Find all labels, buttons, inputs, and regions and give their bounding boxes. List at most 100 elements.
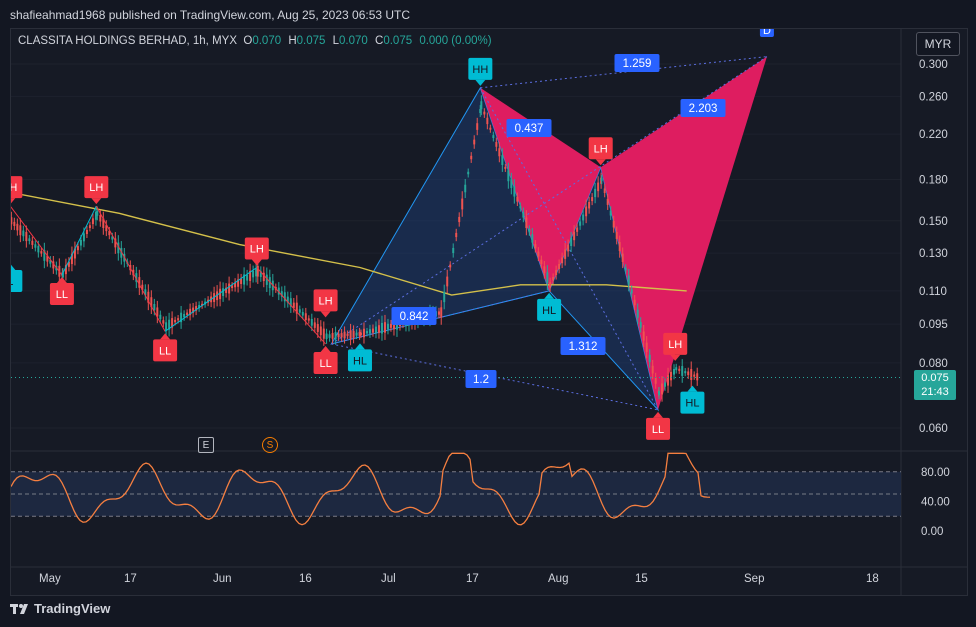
candle-body — [156, 307, 159, 317]
ratio-label-text: 0.842 — [400, 311, 429, 323]
ratio-label: 0.842 — [391, 307, 437, 325]
candle-body — [289, 298, 292, 307]
pivot-label-pointer — [475, 79, 486, 86]
candle-body — [383, 322, 386, 333]
candle-body — [334, 332, 337, 340]
currency-button[interactable]: MYR — [916, 32, 960, 56]
pivot-label-pointer — [320, 345, 331, 352]
candle-body — [573, 231, 576, 241]
pivot-label-box — [537, 298, 562, 321]
candle-body — [624, 267, 627, 271]
ratio-label: 2.203 — [680, 99, 726, 117]
candle-body — [298, 309, 301, 313]
candle-body — [627, 275, 630, 285]
candle-body — [636, 309, 639, 318]
candle-body — [693, 374, 696, 377]
candle-body — [183, 313, 186, 318]
price-tick-label: 0.300 — [919, 59, 948, 71]
candle-body — [648, 354, 651, 363]
pivot-label-box — [680, 391, 705, 414]
candle-body — [165, 322, 168, 331]
pivot-label-text: LH — [11, 182, 17, 194]
candle-body — [461, 198, 464, 210]
candle-body — [216, 291, 219, 301]
pivot-label-pointer — [11, 264, 16, 271]
pivot-label-pointer — [11, 198, 16, 204]
pivot-label-text: LH — [89, 182, 103, 194]
candle-body — [567, 244, 570, 252]
candle-body — [340, 333, 343, 338]
candle-body — [678, 368, 681, 371]
candle-body — [365, 331, 368, 334]
candle-body — [61, 272, 64, 278]
candle-body — [37, 245, 40, 253]
earnings-event-icon[interactable]: E — [198, 437, 214, 453]
candle-body — [615, 231, 618, 239]
candle-body — [177, 318, 180, 321]
brand-name[interactable]: TradingView — [34, 601, 111, 616]
candle-body — [319, 326, 322, 336]
candle-body — [34, 244, 37, 248]
candle-body — [452, 247, 455, 254]
candle-body — [159, 314, 162, 320]
low-value: 0.070 — [339, 35, 368, 47]
high-value: 0.075 — [296, 35, 326, 47]
candle-body — [358, 331, 361, 336]
candle-body — [667, 375, 670, 386]
candle-body — [85, 229, 88, 234]
ratio-label-box — [506, 119, 552, 137]
pivot-label-pointer — [653, 411, 664, 418]
candle-body — [316, 324, 319, 332]
ratio-label-box — [680, 99, 726, 117]
candle-body — [480, 101, 483, 110]
candle-body — [609, 210, 612, 216]
candle-body — [467, 171, 470, 175]
candle-body — [70, 253, 73, 265]
tradingview-logo-icon — [10, 603, 28, 614]
candle-body — [455, 232, 458, 238]
candle-body — [651, 365, 654, 374]
ratio-label-text: 2.203 — [689, 103, 718, 115]
candle-body — [162, 320, 165, 324]
candle-body — [516, 196, 519, 202]
candle-body — [64, 265, 67, 275]
candle-body — [40, 251, 43, 254]
pivot-label-lh: LH — [244, 237, 269, 266]
candle-body — [492, 135, 495, 139]
candle-body — [362, 328, 365, 338]
pivot-label-box — [313, 289, 338, 312]
pivot-label-lh: LH — [11, 176, 23, 204]
candle-body — [603, 188, 606, 193]
symbol-name[interactable]: CLASSITA HOLDINGS BERHAD, 1h, MYX — [18, 35, 237, 47]
ratio-label-text: 1.2 — [473, 374, 489, 386]
candle-body — [304, 313, 307, 321]
pivot-label-box — [646, 417, 671, 440]
price-tick-label: 0.130 — [919, 248, 948, 260]
candle-body — [681, 366, 684, 376]
pivot-label-text: LL — [56, 289, 68, 301]
bar-countdown: 21:43 — [921, 386, 949, 398]
ratio-label: 0.437 — [506, 119, 552, 137]
chart-area[interactable]: 0.300 0.260 0.220 0.180 0.150 0.130 0.110 0.095… — [10, 28, 968, 596]
candle-body — [664, 382, 667, 387]
time-tick-label: Jun — [213, 573, 232, 585]
chart-svg[interactable]: 0.300 0.260 0.220 0.180 0.150 0.130 0.110 0.095… — [11, 29, 967, 595]
pivot-label-lh: LH — [84, 176, 109, 205]
candle-body — [355, 332, 358, 336]
candle-body — [498, 148, 501, 157]
candle-body — [301, 312, 304, 316]
pivot-label-lh: LH — [588, 137, 613, 166]
candle-body — [111, 236, 114, 240]
candle-body — [120, 247, 123, 258]
candle-body — [673, 369, 676, 375]
price-axis: 0.300 0.260 0.220 0.180 0.150 0.130 0.110 0.095… — [919, 59, 948, 435]
pivot-label-ll: LL — [153, 333, 178, 362]
split-event-icon[interactable]: S — [262, 437, 278, 453]
oscillator-tick-label: 0.00 — [921, 526, 943, 538]
candle-body — [597, 182, 600, 192]
candle-body — [630, 289, 633, 294]
candle-body — [349, 330, 352, 339]
pattern-fill-cd — [600, 56, 767, 410]
candle-body — [645, 342, 648, 352]
candle-body — [99, 215, 102, 222]
